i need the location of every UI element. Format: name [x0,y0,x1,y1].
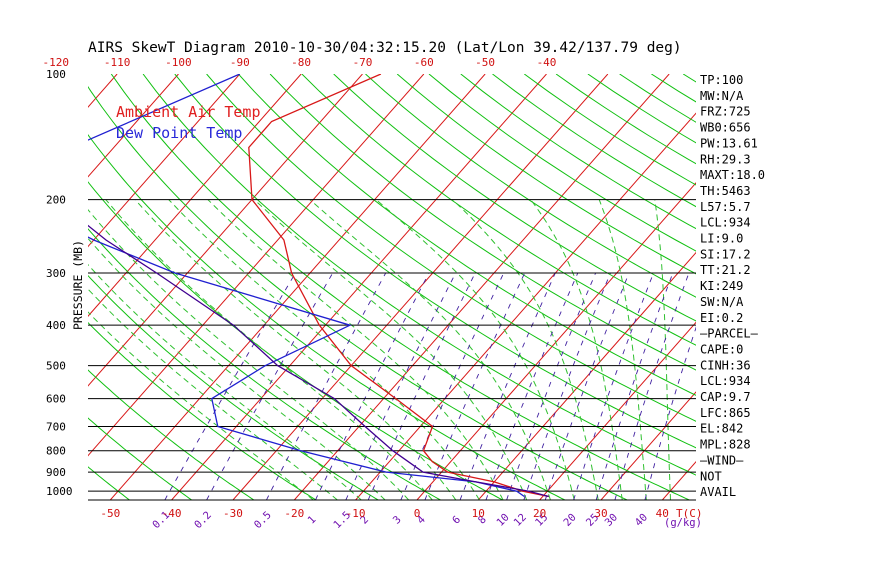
index-label: –WIND– [700,453,744,467]
index-label: TP:100 [700,73,743,87]
index-label: CINH:36 [700,358,751,372]
index-label: RH:29.3 [700,152,751,166]
y-axis-label: PRESSURE (MB) [71,240,85,330]
index-label: AVAIL [700,485,736,499]
pressure-tick-label: 900 [46,466,66,479]
top-temp-tick-label: -90 [230,56,250,69]
index-label: MW:N/A [700,89,744,103]
pressure-tick-label: 1000 [46,485,73,498]
index-label: –PARCEL– [700,327,759,341]
temp-tick-label: 20 [533,507,546,520]
pressure-tick-label: 800 [46,445,66,458]
legend-ambient-air-temp: Ambient Air Temp [116,103,261,121]
temp-tick-label: 10 [472,507,485,520]
legend-dew-point-temp: Dew Point Temp [116,124,242,142]
top-temp-tick-label: -100 [165,56,192,69]
index-label: KI:249 [700,279,743,293]
pressure-tick-label: 500 [46,360,66,373]
index-label: LFC:865 [700,406,751,420]
top-temp-tick-label: -40 [537,56,557,69]
index-label: LCL:934 [700,216,751,230]
index-label: SI:17.2 [700,247,751,261]
index-label: L57:5.7 [700,200,751,214]
index-label: FRZ:725 [700,105,751,119]
index-label: EI:0.2 [700,311,743,325]
index-label: MPL:828 [700,438,751,452]
index-label: LI:9.0 [700,232,743,246]
temp-tick-label: -20 [284,507,304,520]
index-label: NOT [700,469,722,483]
temp-tick-label: -10 [346,507,366,520]
index-label: PW:13.61 [700,136,758,150]
temp-unit-label: T(C) [676,507,703,520]
top-temp-tick-label: -50 [475,56,495,69]
index-label: CAP:9.7 [700,390,751,404]
index-label: EL:842 [700,422,743,436]
temp-tick-label: -40 [162,507,182,520]
pressure-tick-label: 100 [46,68,66,81]
pressure-tick-label: 700 [46,421,66,434]
top-temp-tick-label: -70 [353,56,373,69]
index-label: TT:21.2 [700,263,751,277]
temp-tick-label: 30 [594,507,607,520]
index-label: LCL:934 [700,374,751,388]
index-label: SW:N/A [700,295,744,309]
temp-tick-label: -30 [223,507,243,520]
top-temp-tick-label: -120 [43,56,70,69]
temp-tick-label: -50 [100,507,120,520]
pressure-tick-label: 600 [46,393,66,406]
pressure-tick-label: 300 [46,267,66,280]
temp-tick-label: 40 [656,507,669,520]
pressure-tick-label: 200 [46,194,66,207]
index-label: WB0:656 [700,121,751,135]
index-label: TH:5463 [700,184,751,198]
temp-tick-label: 0 [414,507,421,520]
top-temp-tick-label: -80 [291,56,311,69]
chart-title: AIRS SkewT Diagram 2010-10-30/04:32:15.2… [88,40,682,56]
index-label: CAPE:0 [700,342,743,356]
index-label: MAXT:18.0 [700,168,765,182]
pressure-tick-label: 400 [46,319,66,332]
top-temp-tick-label: -60 [414,56,434,69]
top-temp-tick-label: -110 [104,56,131,69]
